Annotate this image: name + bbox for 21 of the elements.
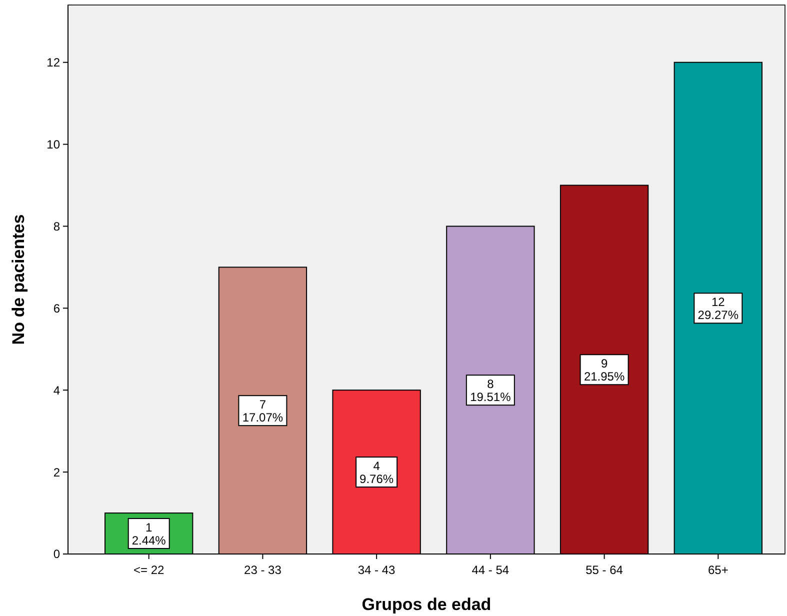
- y-tick-label: 8: [53, 219, 60, 234]
- y-axis-title: No de pacientes: [9, 214, 28, 345]
- data-label: 9 21.95%: [584, 356, 625, 384]
- x-tick-label: 23 - 33: [244, 563, 282, 577]
- x-tick-label: <= 22: [133, 563, 165, 577]
- data-label: 12 29.27%: [698, 295, 739, 322]
- y-tick-label: 6: [53, 301, 60, 316]
- y-tick-label: 0: [53, 547, 60, 562]
- data-label: 8 19.51%: [470, 377, 512, 404]
- x-tick-label: 34 - 43: [358, 563, 396, 577]
- y-tick-label: 10: [46, 138, 60, 152]
- y-tick-label: 12: [46, 56, 60, 70]
- x-axis-title: Grupos de edad: [362, 595, 492, 614]
- y-tick-label: 4: [53, 383, 60, 398]
- x-tick-label: 55 - 64: [586, 563, 624, 577]
- data-label: 4 9.76%: [360, 459, 394, 486]
- data-label: 7 17.07%: [242, 398, 284, 425]
- x-tick-label: 65+: [708, 563, 728, 577]
- data-label: 1 2.44%: [132, 520, 166, 548]
- y-tick-label: 2: [53, 465, 60, 480]
- x-tick-label: 44 - 54: [472, 563, 510, 577]
